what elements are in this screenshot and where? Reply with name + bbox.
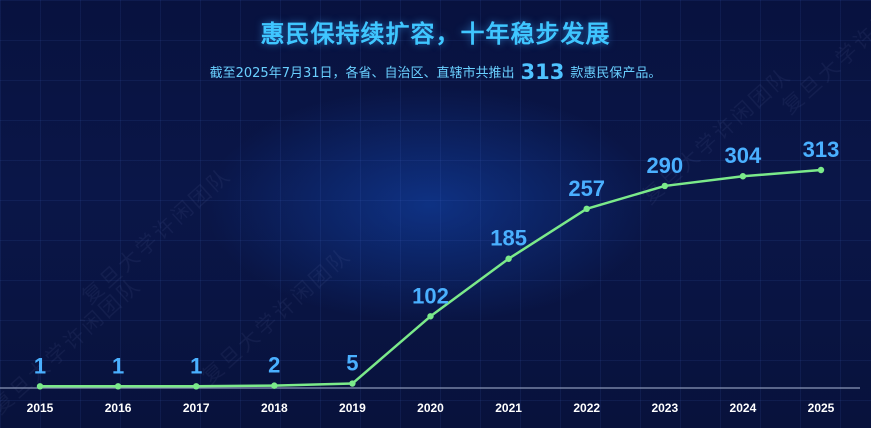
data-label-2024: 304	[725, 143, 762, 168]
data-point-2019	[349, 380, 356, 387]
subtitle-prefix: 截至2025年7月31日，各省、自治区、直辖市共推出	[209, 66, 515, 81]
x-tick-2019: 2019	[339, 401, 366, 415]
x-tick-2016: 2016	[105, 401, 132, 415]
chart-title: 惠民保持续扩容，十年稳步发展	[260, 20, 611, 48]
x-tick-labels: 2015 2016 2017 2018 2019 2020 2021 2022 2023 2024…	[27, 401, 835, 415]
data-label-2016: 1	[112, 353, 124, 378]
x-tick-2021: 2021	[495, 401, 522, 415]
data-label-2017: 1	[190, 353, 202, 378]
x-tick-2017: 2017	[183, 401, 210, 415]
data-point-2023	[661, 182, 668, 190]
series-line	[40, 168, 822, 388]
x-tick-2018: 2018	[261, 401, 288, 415]
data-point-2022	[583, 205, 590, 213]
x-tick-2020: 2020	[417, 401, 444, 415]
data-points	[36, 166, 825, 390]
data-labels: 1 1 1 2 5 102 185 257 290 304 313	[34, 137, 839, 378]
data-label-2023: 290	[646, 153, 683, 178]
x-tick-2024: 2024	[730, 401, 757, 415]
data-point-2018	[271, 382, 278, 389]
data-point-2016	[114, 383, 122, 390]
data-label-2018: 2	[268, 353, 280, 378]
chart-subtitle: 截至2025年7月31日，各省、自治区、直辖市共推出 313 款惠民保产品。	[0, 58, 871, 84]
data-label-2022: 257	[568, 176, 605, 201]
data-point-2025	[817, 166, 825, 174]
data-label-2019: 5	[346, 351, 358, 376]
x-tick-2023: 2023	[651, 401, 678, 415]
data-point-2024	[739, 173, 747, 180]
data-point-2021	[505, 255, 512, 262]
data-label-2025: 313	[803, 137, 840, 162]
data-point-2020	[427, 313, 434, 320]
subtitle-highlight-value: 313	[520, 60, 565, 84]
data-label-2015: 1	[34, 353, 46, 378]
data-label-2021: 185	[490, 226, 527, 251]
x-tick-2015: 2015	[27, 401, 54, 415]
subtitle-suffix: 款惠民保产品。	[570, 66, 662, 81]
data-point-2017	[193, 383, 200, 390]
x-tick-2022: 2022	[573, 401, 600, 415]
x-tick-2025: 2025	[808, 401, 835, 415]
data-label-2020: 102	[412, 283, 449, 308]
data-point-2015	[36, 383, 44, 390]
